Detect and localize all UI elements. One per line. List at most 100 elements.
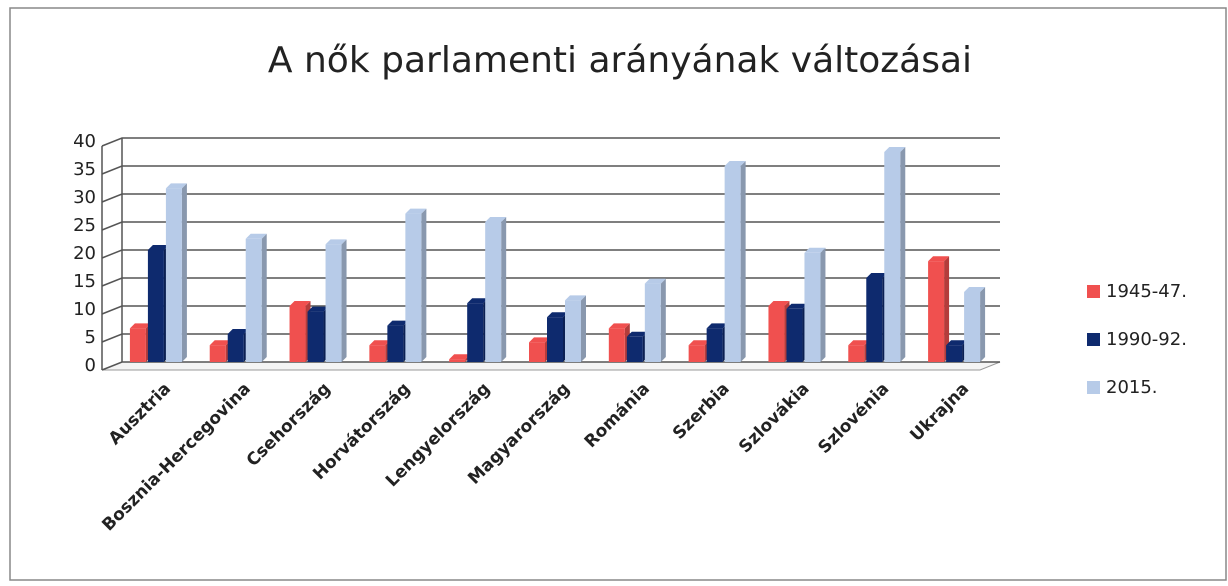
bar bbox=[165, 183, 187, 362]
bar-face bbox=[369, 345, 386, 362]
bar bbox=[768, 301, 790, 362]
bar-face bbox=[565, 295, 586, 301]
bar-face bbox=[786, 308, 803, 362]
legend-swatch bbox=[1087, 381, 1100, 394]
y-tick-label: 0 bbox=[85, 355, 96, 376]
bar-face bbox=[467, 298, 489, 304]
bar bbox=[724, 161, 746, 362]
bar-face bbox=[724, 166, 741, 362]
y-tick-label: 5 bbox=[85, 327, 96, 348]
floor bbox=[101, 361, 1001, 371]
bar-face bbox=[147, 245, 169, 250]
bar-face bbox=[227, 329, 249, 334]
bar-face bbox=[547, 317, 563, 362]
bar bbox=[547, 312, 568, 362]
bar-face bbox=[227, 334, 244, 362]
bar-face bbox=[129, 328, 146, 362]
chart-border bbox=[9, 7, 1227, 581]
bar-face bbox=[884, 152, 901, 362]
bar-face bbox=[209, 340, 231, 346]
bar-face bbox=[768, 306, 785, 362]
bar-face bbox=[387, 325, 404, 362]
bar-face bbox=[608, 328, 625, 362]
bar bbox=[565, 295, 586, 362]
bar-face bbox=[946, 340, 968, 346]
bar-face bbox=[688, 340, 710, 346]
bar bbox=[245, 233, 267, 362]
y-tick-label: 40 bbox=[73, 131, 96, 152]
bar bbox=[804, 247, 826, 362]
bar-face bbox=[848, 345, 865, 362]
y-tick-label: 20 bbox=[73, 243, 96, 264]
bar-face bbox=[660, 278, 666, 362]
bar bbox=[928, 256, 950, 362]
bar-face bbox=[405, 213, 422, 362]
bar-face bbox=[884, 147, 906, 152]
bar-face bbox=[467, 303, 484, 362]
bar-face bbox=[449, 354, 471, 360]
bar-face bbox=[165, 183, 187, 189]
bar-face bbox=[644, 283, 661, 362]
bar-face bbox=[724, 161, 746, 166]
bar-face bbox=[688, 345, 705, 362]
bar-face bbox=[626, 336, 643, 362]
bar-face bbox=[706, 323, 728, 329]
bar bbox=[786, 303, 808, 362]
bar bbox=[387, 320, 409, 362]
bar bbox=[467, 298, 489, 362]
bar bbox=[209, 340, 231, 362]
bar-face bbox=[485, 222, 502, 362]
bar-face bbox=[768, 301, 790, 306]
bar-face bbox=[804, 252, 821, 362]
bar-face bbox=[501, 217, 507, 362]
bar bbox=[529, 337, 550, 362]
y-tick-label: 15 bbox=[73, 271, 96, 292]
bar-face bbox=[289, 306, 306, 362]
bar-face bbox=[307, 311, 324, 362]
bar-face bbox=[147, 250, 164, 362]
bar bbox=[688, 340, 710, 362]
bar bbox=[289, 301, 311, 362]
bar bbox=[706, 323, 728, 362]
bar bbox=[405, 208, 427, 362]
y-tick-label: 25 bbox=[73, 215, 96, 236]
legend-label: 1990-92. bbox=[1106, 329, 1187, 350]
bar-face bbox=[644, 278, 666, 284]
bar-face bbox=[608, 323, 630, 329]
bar-face bbox=[786, 303, 808, 309]
bar bbox=[325, 239, 347, 362]
bar-face bbox=[706, 328, 723, 362]
bar bbox=[884, 147, 906, 362]
bar-face bbox=[866, 273, 888, 278]
bar-face bbox=[900, 147, 906, 362]
bar-face bbox=[165, 188, 182, 362]
bar-face bbox=[449, 359, 466, 362]
bar-face bbox=[289, 301, 311, 306]
bar-face bbox=[245, 233, 267, 239]
bar-face bbox=[387, 320, 409, 326]
bar-face bbox=[325, 239, 347, 245]
bar-face bbox=[581, 295, 586, 362]
bar-face bbox=[964, 292, 981, 362]
y-tick-label: 30 bbox=[73, 187, 96, 208]
bar-face bbox=[740, 161, 746, 362]
bar-face bbox=[848, 340, 870, 346]
bar bbox=[626, 331, 648, 362]
bar-face bbox=[980, 287, 986, 362]
bar-face bbox=[529, 342, 545, 362]
bar-face bbox=[421, 208, 427, 362]
bar-face bbox=[547, 312, 568, 318]
bar bbox=[964, 287, 986, 362]
bar-face bbox=[944, 256, 950, 362]
bar bbox=[485, 217, 507, 362]
bar-face bbox=[529, 337, 550, 343]
bar bbox=[608, 323, 630, 362]
bar-face bbox=[804, 247, 826, 253]
bar-face bbox=[261, 233, 267, 362]
bar-face bbox=[181, 183, 187, 362]
bar-face bbox=[626, 331, 648, 337]
bar-face bbox=[307, 306, 329, 312]
bar bbox=[227, 329, 249, 362]
bar-face bbox=[325, 244, 342, 362]
